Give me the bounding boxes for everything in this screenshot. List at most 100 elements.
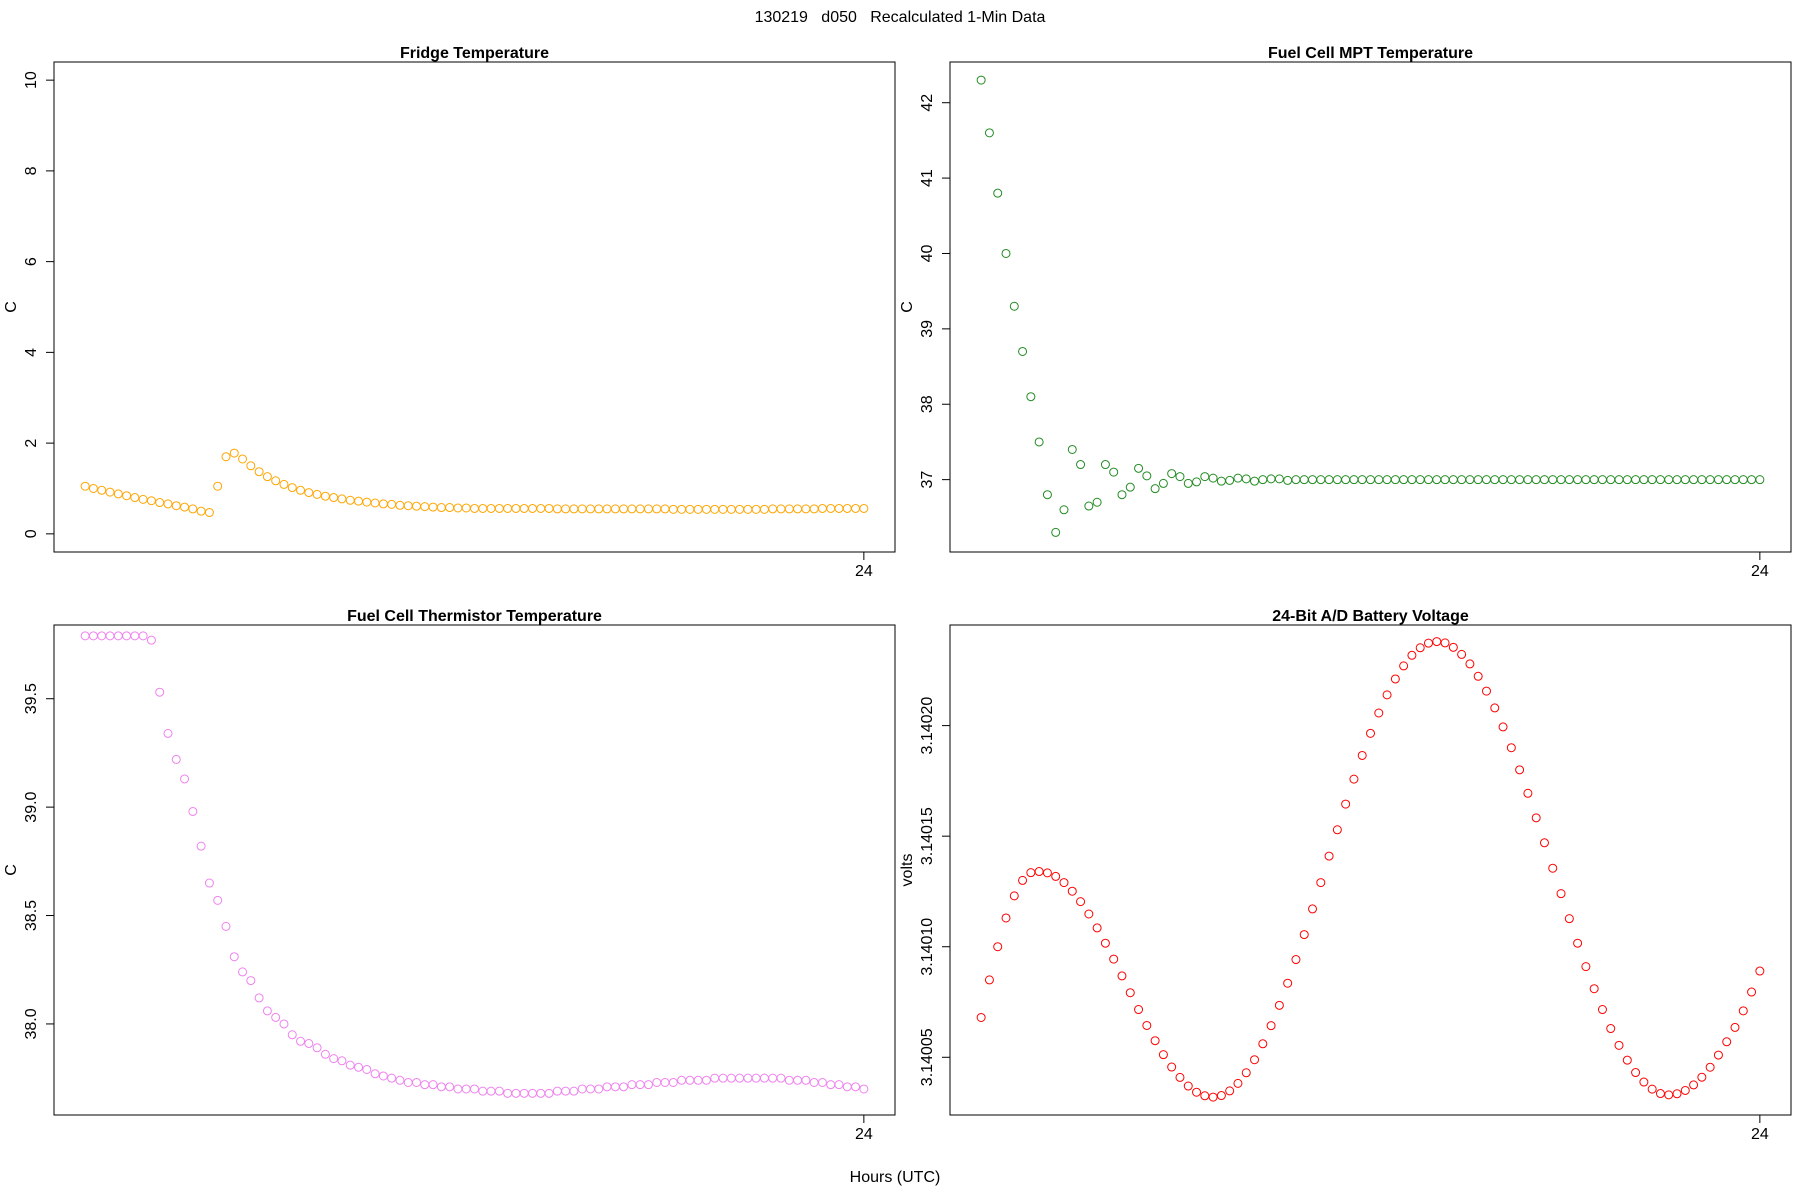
data-point <box>817 503 827 513</box>
data-point <box>660 1077 670 1087</box>
data-point <box>1423 475 1433 485</box>
data-point <box>693 1075 703 1085</box>
data-point <box>1349 774 1359 784</box>
data-point <box>1473 475 1483 485</box>
data-point <box>627 1080 637 1090</box>
data-point <box>494 503 504 513</box>
data-point <box>155 687 165 697</box>
data-point <box>1374 475 1384 485</box>
data-point <box>1448 642 1458 652</box>
data-point <box>1697 475 1707 485</box>
data-point <box>1573 475 1583 485</box>
data-point <box>420 502 430 512</box>
data-point <box>254 467 264 477</box>
data-point <box>1473 671 1483 681</box>
data-point <box>1407 475 1417 485</box>
data-point <box>105 631 115 641</box>
plot-frame <box>949 61 1792 553</box>
data-point <box>1606 1024 1616 1034</box>
data-point <box>677 504 687 514</box>
data-point <box>503 503 513 513</box>
data-point <box>1597 475 1607 485</box>
data-point <box>138 631 148 641</box>
data-point <box>287 1030 297 1040</box>
data-point <box>1034 437 1044 447</box>
data-point <box>1216 1091 1226 1101</box>
data-point <box>743 1073 753 1083</box>
data-point <box>312 1043 322 1053</box>
data-point <box>976 1012 986 1022</box>
data-point <box>113 489 123 499</box>
x-tick-label: 24 <box>1751 563 1769 580</box>
data-point <box>461 1084 471 1094</box>
data-point <box>378 499 388 509</box>
data-point <box>1225 475 1235 485</box>
data-point <box>436 503 446 513</box>
data-point <box>196 506 206 516</box>
data-point <box>1001 248 1011 258</box>
data-point <box>701 504 711 514</box>
data-point <box>552 504 562 514</box>
x-tick-label: 24 <box>1751 1126 1769 1143</box>
data-point <box>1440 475 1450 485</box>
data-point <box>851 503 861 513</box>
data-point <box>1606 475 1616 485</box>
data-point <box>130 631 140 641</box>
data-point <box>1034 867 1044 877</box>
data-point <box>1440 638 1450 648</box>
data-point <box>1100 938 1110 948</box>
data-point <box>1042 490 1052 500</box>
data-point <box>1332 475 1342 485</box>
data-point <box>1100 460 1110 470</box>
data-point <box>229 952 239 962</box>
data-point <box>627 504 637 514</box>
data-point <box>370 498 380 508</box>
data-point <box>1258 475 1268 485</box>
data-point <box>1084 909 1094 919</box>
data-point <box>221 921 231 931</box>
data-point <box>329 493 339 503</box>
data-point <box>1167 1062 1177 1072</box>
data-point <box>403 501 413 511</box>
data-point <box>80 631 90 641</box>
data-point <box>1672 1089 1682 1099</box>
data-point <box>652 504 662 514</box>
data-point <box>1755 475 1765 485</box>
data-point <box>577 1084 587 1094</box>
data-point <box>1457 649 1467 659</box>
data-point <box>387 1073 397 1083</box>
data-point <box>793 504 803 514</box>
x-tick-label: 24 <box>855 563 873 580</box>
data-point <box>1556 889 1566 899</box>
y-tick-label: 38.0 <box>23 1008 40 1039</box>
data-point <box>585 1084 595 1094</box>
data-point <box>428 502 438 512</box>
data-point <box>1291 475 1301 485</box>
data-point <box>1208 1092 1218 1102</box>
data-point <box>412 1077 422 1087</box>
data-point <box>1738 475 1748 485</box>
data-point <box>378 1071 388 1081</box>
data-point <box>296 485 306 495</box>
data-point <box>635 504 645 514</box>
data-point <box>246 976 256 986</box>
data-point <box>801 504 811 514</box>
data-point <box>238 967 248 977</box>
data-point <box>602 1082 612 1092</box>
data-point <box>1664 1090 1674 1100</box>
data-point <box>130 493 140 503</box>
data-point <box>1117 490 1127 500</box>
y-tick-label: 2 <box>23 439 40 448</box>
data-point <box>552 1086 562 1096</box>
data-point <box>88 483 98 493</box>
data-point <box>1432 637 1442 647</box>
data-point <box>859 503 869 513</box>
data-point <box>470 1084 479 1094</box>
data-point <box>1250 476 1260 486</box>
data-point <box>1647 475 1657 485</box>
data-point <box>1415 475 1425 485</box>
data-point <box>993 188 1003 198</box>
data-point <box>1142 1020 1152 1030</box>
data-point <box>1316 475 1326 485</box>
data-point <box>1274 1000 1284 1010</box>
